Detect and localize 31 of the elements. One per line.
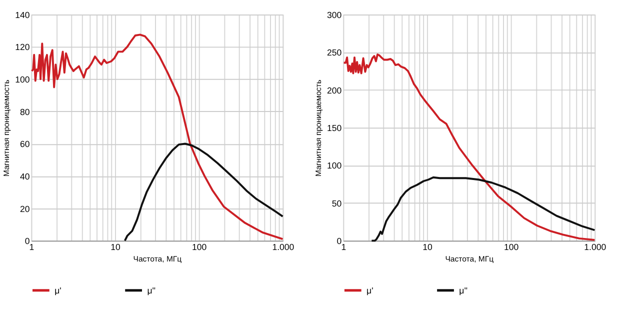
y-tick-label: 100 (15, 74, 30, 85)
y-tick-label: 80 (20, 106, 30, 117)
y-tick-label: 200 (327, 85, 342, 96)
x-tick-label: 10 (110, 242, 121, 252)
y-axis-title: Магнитная проницаемость (314, 80, 324, 176)
y-tick-label: 0 (336, 236, 342, 246)
x-tick-label: 1 (341, 242, 346, 252)
legend-label: μ'' (147, 285, 156, 296)
y-tick-label: 50 (332, 198, 342, 208)
legend-label: μ' (54, 285, 62, 296)
legend-label: μ'' (459, 285, 468, 296)
y-tick-label: 0 (24, 236, 30, 246)
legend-label: μ' (366, 285, 374, 296)
y-tick-label: 60 (20, 139, 30, 150)
x-axis-title: Частота, МГц (445, 254, 494, 264)
y-tick-label: 300 (327, 10, 342, 20)
y-tick-label: 250 (327, 48, 342, 58)
x-tick-label: 100 (504, 242, 519, 252)
y-axis-title: Магнитная проницаемость (2, 80, 12, 176)
y-tick-label: 140 (15, 10, 30, 20)
x-tick-label: 100 (192, 242, 207, 252)
x-tick-label: 1 (29, 242, 34, 252)
y-tick-label: 20 (20, 204, 30, 214)
x-axis-title: Частота, МГц (133, 254, 182, 264)
x-tick-label: 1.000 (272, 242, 294, 252)
x-tick-label: 1.000 (584, 242, 606, 252)
x-tick-label: 10 (422, 242, 432, 252)
y-tick-label: 40 (20, 171, 30, 182)
y-tick-label: 100 (327, 160, 342, 171)
y-tick-label: 120 (15, 42, 30, 52)
y-tick-label: 150 (327, 123, 342, 134)
